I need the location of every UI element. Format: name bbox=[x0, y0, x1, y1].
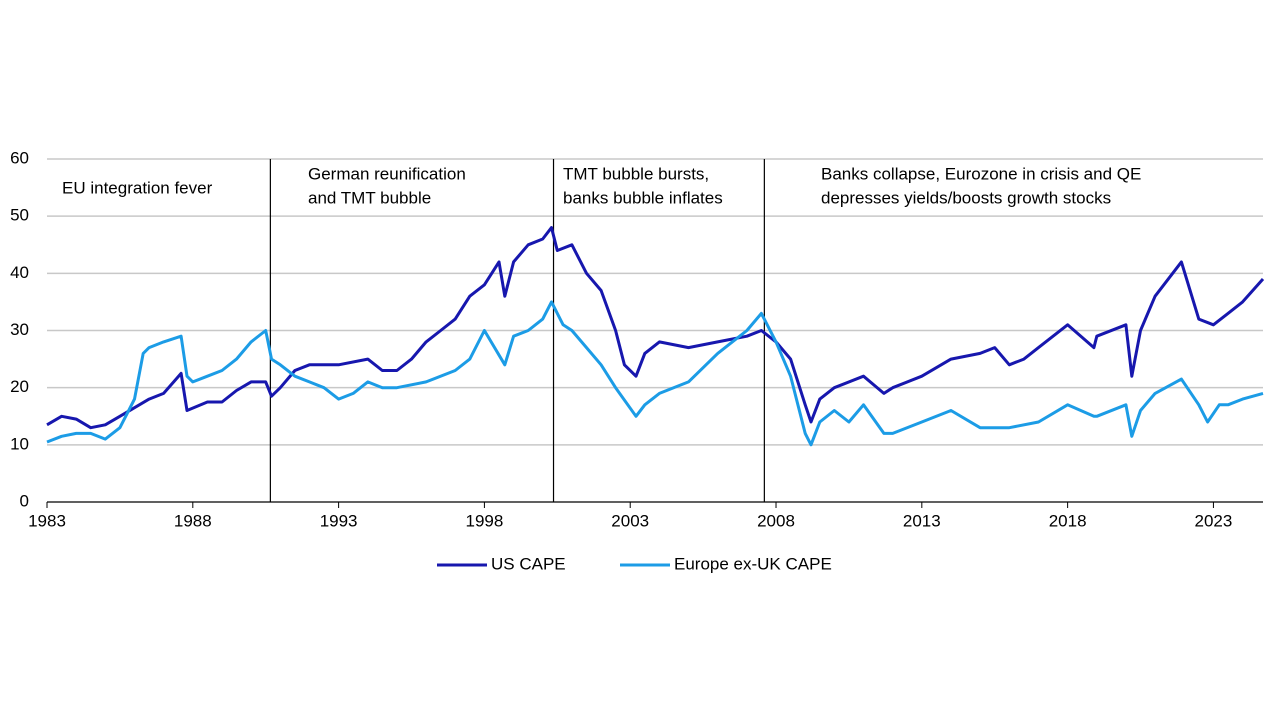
y-tick-label: 10 bbox=[10, 434, 29, 453]
series-line bbox=[46, 300, 1264, 447]
x-tick-label: 2008 bbox=[757, 511, 795, 530]
x-tick-label: 1993 bbox=[320, 511, 358, 530]
annotation: Banks collapse, Eurozone in crisis and Q… bbox=[821, 164, 1141, 183]
y-tick-label: 40 bbox=[10, 263, 29, 282]
annotation: German reunification bbox=[308, 164, 466, 183]
x-tick-label: 1983 bbox=[28, 511, 66, 530]
annotation: and TMT bubble bbox=[308, 188, 431, 207]
x-tick-label: 2023 bbox=[1195, 511, 1233, 530]
y-tick-label: 60 bbox=[10, 148, 29, 167]
annotation: TMT bubble bursts, bbox=[563, 164, 709, 183]
x-tick-label: 2003 bbox=[611, 511, 649, 530]
x-tick-label: 1988 bbox=[174, 511, 212, 530]
y-tick-label: 0 bbox=[20, 491, 29, 510]
x-tick-label: 2018 bbox=[1049, 511, 1087, 530]
x-tick-label: 1998 bbox=[465, 511, 503, 530]
legend-label: Europe ex-UK CAPE bbox=[674, 554, 832, 573]
y-tick-label: 30 bbox=[10, 320, 29, 339]
annotation: EU integration fever bbox=[62, 178, 213, 197]
y-tick-label: 20 bbox=[10, 377, 29, 396]
annotation: depresses yields/boosts growth stocks bbox=[821, 188, 1111, 207]
annotation: banks bubble inflates bbox=[563, 188, 723, 207]
series-line bbox=[46, 226, 1265, 430]
y-tick-label: 50 bbox=[10, 206, 29, 225]
legend-label: US CAPE bbox=[491, 554, 566, 573]
x-tick-label: 2013 bbox=[903, 511, 941, 530]
